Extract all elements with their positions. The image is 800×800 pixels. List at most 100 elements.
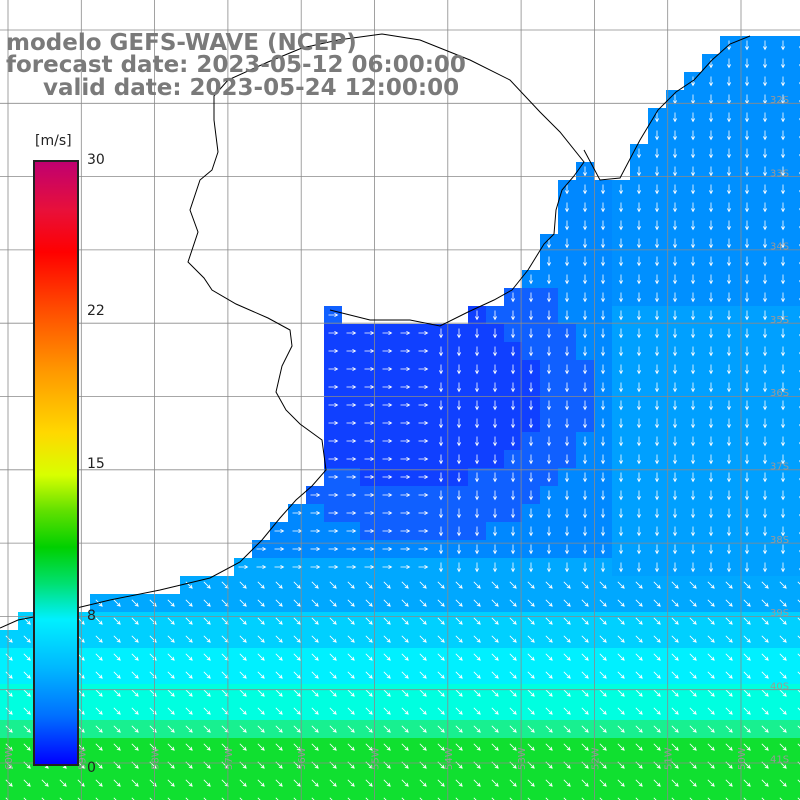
wind-arrow [618,418,624,429]
colorbar-tick-22: 22 [87,303,105,319]
wind-arrow [654,382,660,393]
wind-arrow [708,166,714,177]
wind-arrow [438,382,444,393]
wind-arrow [438,526,444,537]
wind-arrow [113,635,121,643]
wind-arrow [346,492,357,498]
wind-arrow [762,166,768,177]
wind-arrow [382,402,393,408]
wind-arrow [400,438,411,444]
wind-arrow [419,617,427,625]
wind-arrow [690,490,696,501]
wind-arrow [762,454,768,465]
wind-arrow [761,797,765,800]
wind-arrow [762,220,768,231]
wind-arrow [509,779,517,787]
wind-arrow [582,400,588,411]
wind-arrow [239,581,247,589]
wind-arrow [708,382,714,393]
wind-arrow [95,797,99,800]
wind-cell [792,234,800,252]
wind-arrow [708,328,714,339]
wind-arrow [690,436,696,447]
wind-arrow [275,797,279,800]
wind-arrow [653,617,661,625]
wind-arrow [725,779,733,787]
wind-arrow [671,779,679,787]
wind-arrow [708,400,714,411]
wind-arrow [203,707,211,715]
wind-arrow [563,779,571,787]
wind-arrow [690,202,696,213]
wind-arrow [563,581,571,589]
wind-cell [198,792,216,800]
wind-arrow [600,328,606,339]
wind-arrow [743,581,751,589]
wind-arrow [274,546,285,552]
wind-arrow [382,384,393,390]
wind-arrow [636,382,642,393]
wind-arrow [474,508,480,519]
wind-arrow [635,743,643,751]
wind-arrow [707,797,711,800]
longitude-label: 53W [517,747,528,770]
wind-arrow [364,456,375,462]
wind-arrow [744,256,750,267]
wind-arrow [563,599,571,607]
wind-arrow [474,562,480,573]
wind-arrow [382,348,393,354]
wind-arrow [797,779,800,783]
wind-cell [792,180,800,198]
colorbar-tick-30: 30 [87,152,105,168]
wind-arrow [582,256,588,267]
wind-arrow [203,653,211,661]
wind-arrow [707,725,715,733]
wind-arrow [653,653,661,661]
wind-arrow [671,725,679,733]
wind-arrow [95,707,103,715]
wind-arrow [581,743,589,751]
wind-arrow [563,617,571,625]
wind-arrow [744,166,750,177]
wind-arrow [492,526,498,537]
wind-arrow [491,689,499,697]
wind-arrow [744,220,750,231]
wind-arrow [257,617,265,625]
longitude-label: 56W [297,747,308,770]
wind-arrow [672,382,678,393]
wind-arrow [672,166,678,177]
wind-arrow [689,743,697,751]
wind-arrow [328,528,339,534]
wind-arrow [671,653,679,661]
wind-arrow [689,671,697,679]
wind-arrow [347,743,355,751]
wind-cell [270,792,288,800]
wind-arrow [726,292,732,303]
wind-arrow [275,581,283,589]
wind-arrow [780,508,786,519]
wind-arrow [654,472,660,483]
wind-arrow [275,653,283,661]
wind-arrow [23,707,31,715]
wind-arrow [762,346,768,357]
wind-arrow [672,490,678,501]
latitude-label: 38S [770,535,789,546]
wind-cell [396,792,414,800]
wind-arrow [438,454,444,465]
wind-arrow [509,617,517,625]
wind-arrow [491,707,499,715]
wind-cell [522,792,540,800]
wind-arrow [582,418,588,429]
wind-arrow [564,238,570,249]
wind-arrow [492,400,498,411]
wind-arrow [672,220,678,231]
wind-arrow [708,454,714,465]
wind-arrow [672,526,678,537]
wind-arrow [672,544,678,555]
wind-arrow [239,725,247,733]
wind-arrow [257,797,261,800]
wind-arrow [167,671,175,679]
wind-arrow [689,707,697,715]
wind-arrow [563,635,571,643]
wind-arrow [311,725,319,733]
